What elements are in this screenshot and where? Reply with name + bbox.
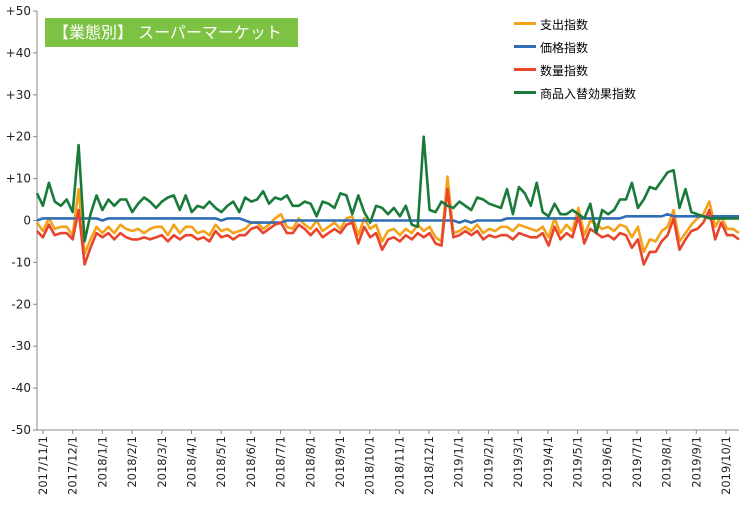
- x-tick-label: 2017/12/1: [66, 436, 80, 495]
- y-tick-label: +50: [6, 4, 31, 18]
- y-tick-label: -20: [11, 297, 31, 311]
- legend-swatch-expenditure: [514, 22, 536, 25]
- legend-label-product-replacement: 商品入替効果指数: [540, 87, 637, 101]
- x-tick-label: 2018/7/1: [274, 436, 288, 488]
- chart-series: [35, 135, 740, 266]
- x-tick-label: 2019/6/1: [600, 436, 614, 488]
- x-tick-label: 2018/3/1: [155, 436, 169, 488]
- legend-swatch-quantity: [514, 68, 536, 71]
- x-tick-label: 2018/9/1: [333, 436, 347, 488]
- y-axis-ticks: +50 +40 +30 +20 +10 0 -10 -20 -30 -40 -50: [6, 4, 37, 437]
- x-tick-label: 2019/1/1: [452, 436, 466, 488]
- y-tick-label: +40: [6, 46, 31, 60]
- legend-item-quantity: 数量指数: [514, 62, 636, 85]
- x-tick-label: 2018/10/1: [363, 436, 377, 495]
- x-tick-label: 2019/10/1: [719, 436, 733, 495]
- y-tick-label: +30: [6, 88, 31, 102]
- x-tick-label: 2019/5/1: [571, 436, 585, 488]
- y-tick-label: -40: [11, 381, 31, 395]
- chart-title: 【業態別】 スーパーマーケット: [53, 23, 282, 42]
- legend-swatch-price: [514, 45, 536, 48]
- legend-item-price: 価格指数: [514, 39, 636, 62]
- x-tick-label: 2018/11/1: [392, 436, 406, 495]
- x-tick-label: 2017/11/1: [36, 436, 50, 495]
- x-tick-label: 2018/5/1: [214, 436, 228, 488]
- x-tick-label: 2019/3/1: [511, 436, 525, 488]
- series-line-3: [36, 187, 740, 266]
- legend-label-expenditure: 支出指数: [540, 18, 589, 32]
- series-line-2: [36, 212, 739, 224]
- x-axis-ticks: 2017/11/1 2017/12/1 2018/1/1 2018/2/1 2018/3…: [36, 430, 733, 495]
- x-tick-label: 2018/1/1: [95, 436, 109, 488]
- chart-legend: 支出指数 価格指数 数量指数 商品入替効果指数: [514, 16, 636, 108]
- x-tick-label: 2019/9/1: [689, 436, 703, 488]
- legend-item-product-replacement: 商品入替効果指数: [514, 85, 636, 108]
- y-tick-label: +20: [6, 130, 31, 144]
- legend-item-expenditure: 支出指数: [514, 16, 636, 39]
- x-tick-label: 2018/2/1: [125, 436, 139, 488]
- x-tick-label: 2018/12/1: [422, 436, 436, 495]
- y-tick-label: -30: [11, 339, 31, 353]
- y-tick-label: +10: [6, 172, 31, 186]
- x-tick-label: 2019/4/1: [541, 436, 555, 488]
- series-line-1: [35, 175, 740, 256]
- y-tick-label: -10: [11, 255, 31, 269]
- x-tick-label: 2018/6/1: [244, 436, 258, 488]
- y-tick-label: -50: [11, 423, 31, 437]
- x-tick-label: 2018/4/1: [184, 436, 198, 488]
- x-tick-label: 2018/8/1: [303, 436, 317, 488]
- y-tick-label: 0: [23, 214, 31, 228]
- legend-swatch-product-replacement: [514, 91, 536, 94]
- legend-label-price: 価格指数: [540, 41, 589, 55]
- legend-label-quantity: 数量指数: [540, 64, 589, 78]
- x-tick-label: 2019/2/1: [481, 436, 495, 488]
- series-line-4: [35, 135, 739, 243]
- chart-title-box: 【業態別】 スーパーマーケット: [45, 18, 298, 47]
- x-tick-label: 2019/7/1: [630, 436, 644, 488]
- x-tick-label: 2019/8/1: [660, 436, 674, 488]
